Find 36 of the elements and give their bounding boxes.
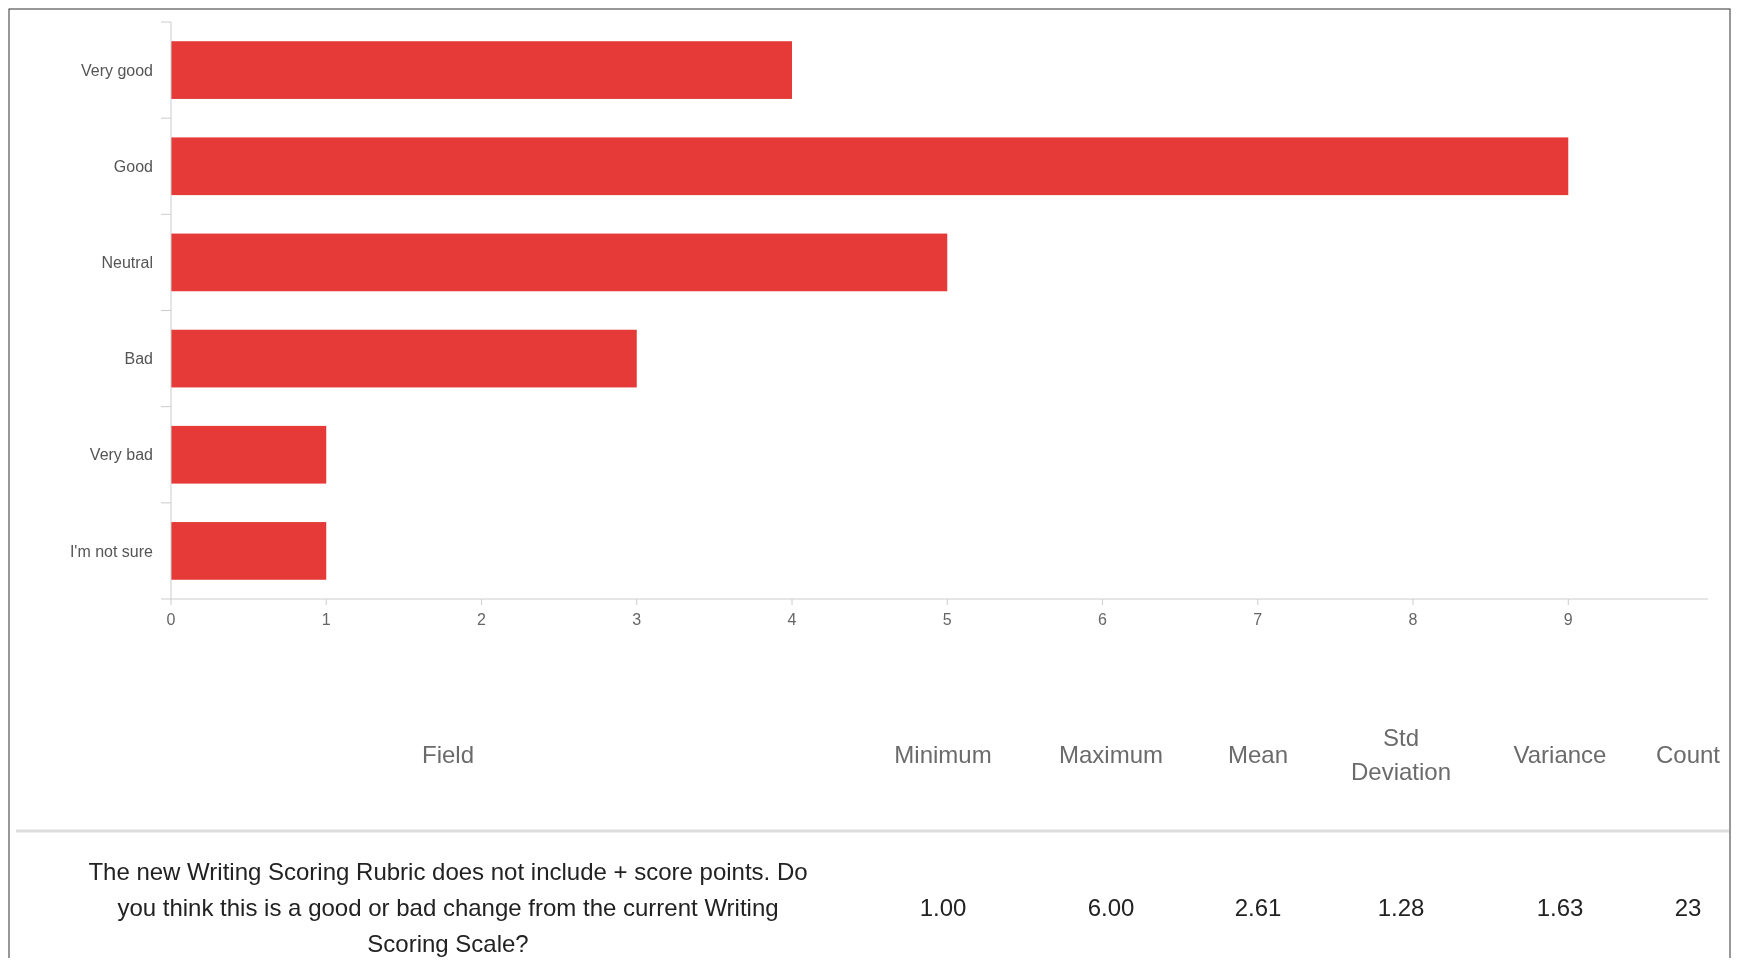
y-tick-label: Good [113,157,153,175]
x-tick-label: 0 [166,611,176,628]
text: 6.00 [1087,894,1135,921]
text: Minimum [894,741,992,768]
y-tick-label: Neutral [101,254,153,272]
y-tick-label: Very bad [89,446,153,464]
y-tick-label: Bad [124,350,153,368]
bar [171,329,637,388]
text: Mean [1227,741,1289,768]
bar [171,522,327,580]
text: Maximum [1058,741,1164,768]
bar [171,425,327,484]
x-tick-label: 5 [942,611,952,628]
text: Field [421,741,475,768]
bar [171,137,1569,196]
x-tick-label: 9 [1563,611,1573,628]
x-tick-label: 6 [1098,611,1108,628]
y-tick-label: I'm not sure [69,542,154,560]
bar [171,41,793,99]
x-tick-label: 4 [787,611,797,628]
x-tick-label: 7 [1253,611,1263,628]
text: 2.61 [1234,894,1282,921]
x-tick-label: 1 [321,611,331,628]
text: The new Writing Scoring Rubric does not include + score points. Do you think this is a good or bad change from the current Writing Scoring Scale? [88,858,808,957]
y-tick-label: Very good [80,61,153,79]
bar [171,233,948,292]
text: 23 [1674,894,1702,921]
x-tick-label: 2 [477,611,487,628]
text: 1.28 [1377,894,1425,921]
text: 1.63 [1536,894,1584,921]
text: Std Deviation [1350,724,1452,785]
text: Count [1655,741,1721,768]
x-tick-label: 3 [632,611,642,628]
text: 1.00 [919,894,967,921]
text: Variance [1513,741,1607,768]
x-tick-label: 8 [1408,611,1418,628]
